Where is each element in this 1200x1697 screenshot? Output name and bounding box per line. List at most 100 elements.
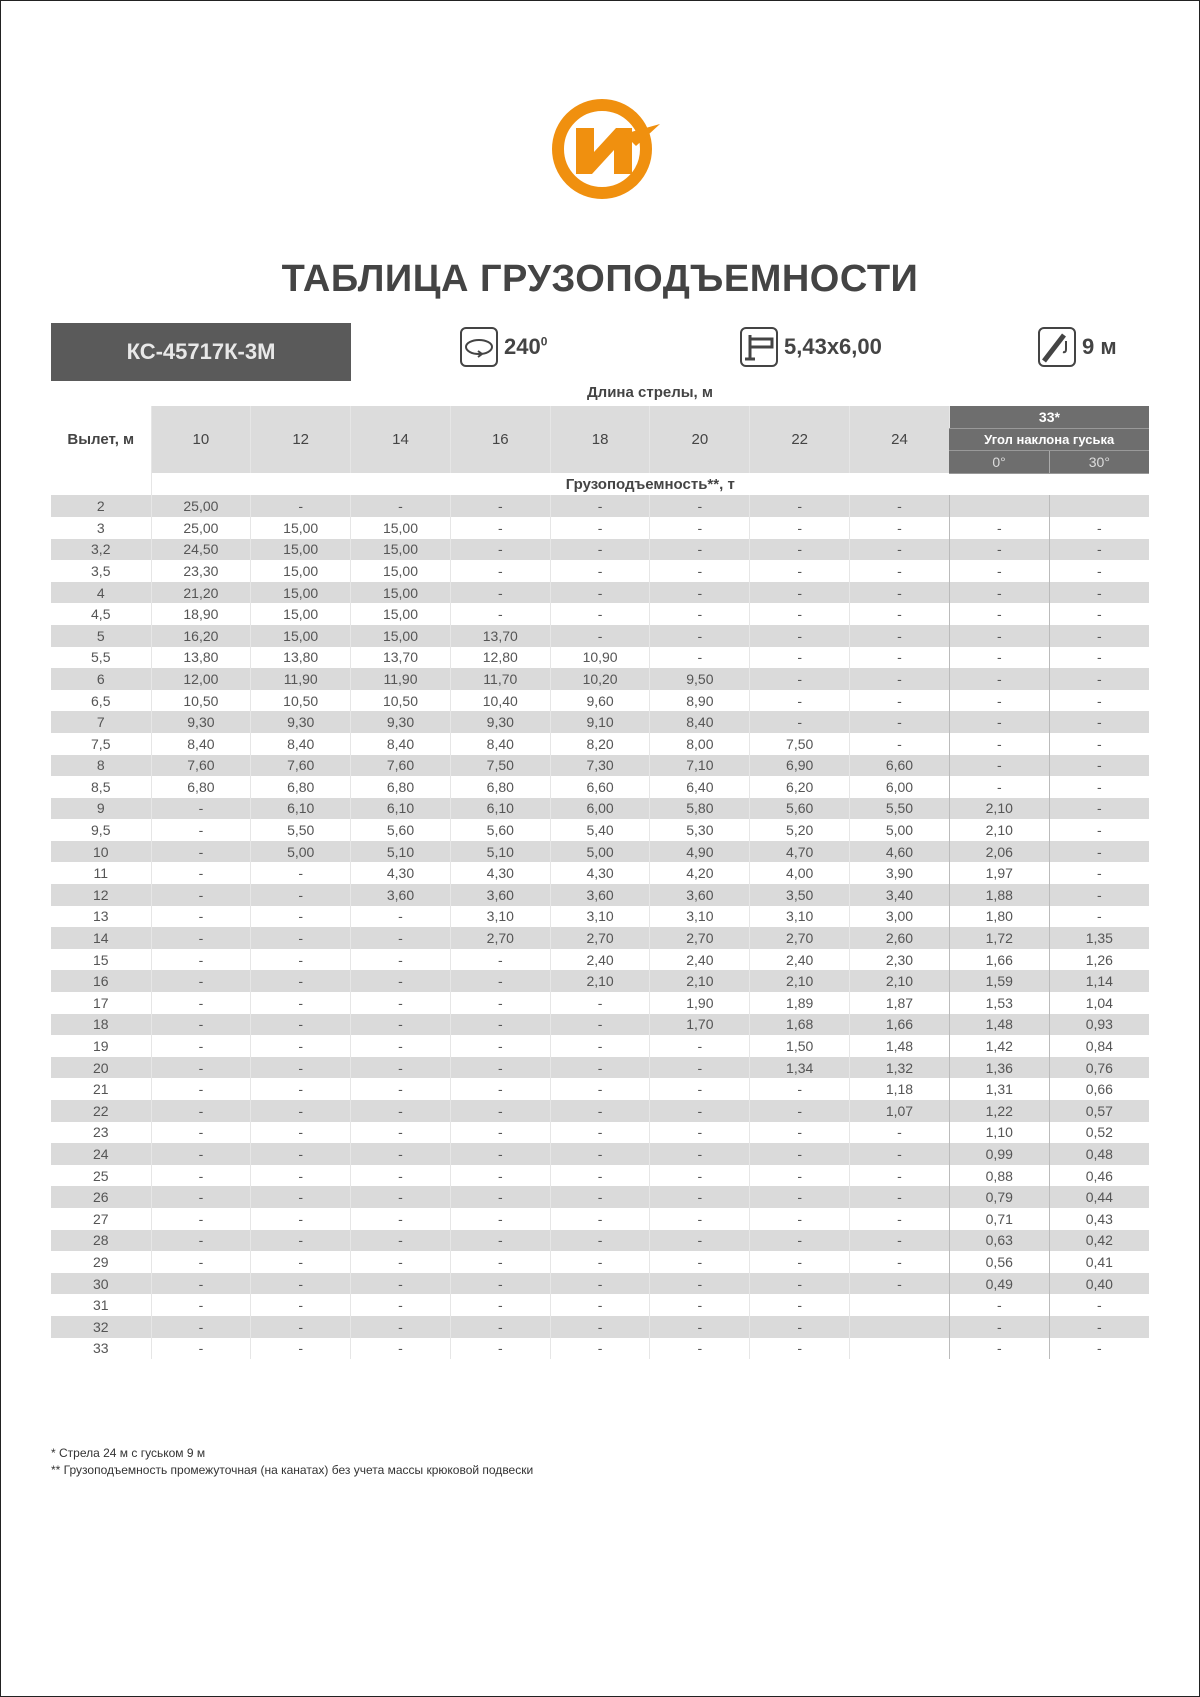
capacity-cell: 6,60: [549, 776, 650, 798]
capacity-cell: -: [1048, 1337, 1149, 1360]
radius-cell: 17: [92, 994, 109, 1011]
capacity-cell: -: [1048, 862, 1149, 885]
capacity-cell: 3,10: [449, 905, 551, 928]
capacity-cell: 6,00: [549, 797, 650, 820]
capacity-cell: 1,53: [948, 992, 1050, 1014]
capacity-cell: -: [250, 1251, 351, 1273]
table-row: 4 21,20 15,00 15,00- - - - - - -: [51, 581, 1149, 604]
capacity-cell: -: [449, 581, 551, 604]
capacity-cell: -: [150, 1207, 251, 1230]
capacity-cell: 0,57: [1048, 1100, 1149, 1122]
radius-cell: 11: [93, 865, 109, 882]
capacity-cell: -: [948, 1337, 1050, 1360]
radius-cell: 22: [51, 1100, 151, 1122]
capacity-cell: 15,00: [250, 603, 351, 625]
capacity-cell: -: [549, 1056, 650, 1079]
boom-length-header: 10: [150, 406, 251, 474]
table-row: 4,5 18,90 15,00 15,00- - - - - - -: [51, 603, 1149, 625]
capacity-cell: -: [449, 1207, 551, 1230]
page-title: ТАБЛИЦА ГРУЗОПОДЪЕМНОСТИ: [281, 258, 919, 300]
capacity-cell: 5,50: [250, 819, 351, 841]
capacity-cell: -: [250, 1056, 351, 1079]
capacity-cell: 7,10: [649, 754, 750, 777]
capacity-cell: 1,50: [749, 1035, 850, 1057]
capacity-cell: -: [350, 1294, 451, 1316]
capacity-cell: -: [649, 516, 750, 539]
capacity-cell: -: [150, 1294, 251, 1316]
radius-cell: 10: [51, 840, 151, 863]
capacity-cell: -: [849, 1229, 950, 1252]
jib-angle-0: 0°: [949, 450, 1050, 474]
capacity-cell: 16,20: [150, 624, 251, 647]
capacity-cell: -: [350, 1035, 451, 1057]
capacity-cell: -: [1048, 624, 1149, 647]
capacity-cell: -: [849, 603, 950, 625]
capacity-cell: 2,40: [649, 948, 750, 971]
capacity-cell: 0,79: [948, 1186, 1050, 1208]
capacity-cell: -: [649, 1035, 750, 1057]
capacity-cell: -: [749, 689, 850, 712]
capacity-cell: -: [549, 495, 650, 517]
capacity-cell: -: [250, 1143, 351, 1165]
capacity-cell: 9,30: [150, 711, 251, 733]
capacity-cell: 7,60: [350, 754, 451, 777]
capacity-cell: -: [449, 560, 551, 582]
table-row: 28- - - - - - - -0,63 0,42: [51, 1229, 1149, 1252]
footnote-2: ** Грузоподъемность промежуточная (на ка…: [51, 1463, 534, 1477]
capacity-cell: -: [449, 1315, 551, 1338]
capacity-cell: -: [350, 1056, 451, 1079]
capacity-cell: 15,00: [250, 538, 351, 561]
capacity-cell: -: [1048, 538, 1149, 561]
capacity-cell: -: [549, 1035, 650, 1057]
capacity-cell: 2,70: [549, 927, 650, 949]
table-row: 29- - - - - - - -0,56 0,41: [51, 1251, 1149, 1273]
capacity-cell: -: [749, 668, 850, 690]
capacity-cell: -: [549, 992, 650, 1014]
capacity-cell: -: [150, 1013, 251, 1036]
capacity-cell: -: [749, 1143, 850, 1165]
table-row: 8,5 6,80 6,80 6,80 6,80 6,60 6,40 6,20 6,00- -: [51, 776, 1149, 798]
capacity-cell: -: [649, 1251, 750, 1273]
capacity-cell: -: [250, 1100, 351, 1122]
capacity-cell: -: [749, 1272, 850, 1295]
capacity-cell: 1,26: [1048, 948, 1149, 971]
table-row: 7,5 8,40 8,40 8,40 8,40 8,20 8,00 7,50- - -: [51, 732, 1149, 755]
capacity-cell: -: [948, 624, 1050, 647]
boom-length-header: 12: [250, 406, 351, 474]
capacity-cell: 15,00: [350, 581, 451, 604]
capacity-cell: 5,60: [449, 819, 551, 841]
capacity-cell: 8,40: [649, 711, 750, 733]
capacity-cell: -: [549, 581, 650, 604]
capacity-cell: -: [250, 1121, 351, 1144]
capacity-cell: -: [549, 1186, 650, 1208]
capacity-cell: -: [549, 1294, 650, 1316]
capacity-cell: -: [449, 1013, 551, 1036]
capacity-cell: 3,10: [749, 905, 850, 928]
capacity-cell: [849, 1294, 950, 1316]
capacity-cell: -: [150, 948, 251, 971]
capacity-cell: -: [649, 1229, 750, 1252]
capacity-cell: -: [749, 711, 850, 733]
capacity-cell: -: [350, 1164, 451, 1187]
spec-jib: 9 м: [1038, 327, 1117, 367]
table-row: 20- - - - - -1,34 1,32 1,36 0,76: [51, 1056, 1149, 1079]
table-row: 27- - - - - - - -0,71 0,43: [51, 1207, 1149, 1230]
capacity-cell: 7,60: [150, 754, 251, 777]
capacity-cell: -: [549, 1315, 650, 1338]
capacity-cell: -: [150, 1229, 251, 1252]
capacity-cell: -: [948, 732, 1050, 755]
capacity-cell: 0,66: [1048, 1078, 1149, 1100]
radius-cell: 14: [51, 927, 151, 949]
capacity-cell: 6,60: [849, 754, 950, 777]
table-row: 15- - - -2,40 2,40 2,40 2,30 1,66 1,26: [51, 948, 1149, 971]
capacity-cell: -: [250, 1035, 351, 1057]
capacity-cell: 1,70: [649, 1013, 750, 1036]
capacity-cell: -: [350, 1143, 451, 1165]
table-row: 33- - - - - - - - -: [51, 1337, 1149, 1360]
capacity-cell: 0,99: [948, 1143, 1050, 1165]
capacity-cell: 3,60: [549, 884, 650, 906]
capacity-cell: -: [649, 1143, 750, 1165]
capacity-cell: -: [549, 1337, 650, 1360]
radius-cell: 23: [92, 1124, 109, 1141]
capacity-cell: 6,80: [449, 776, 551, 798]
